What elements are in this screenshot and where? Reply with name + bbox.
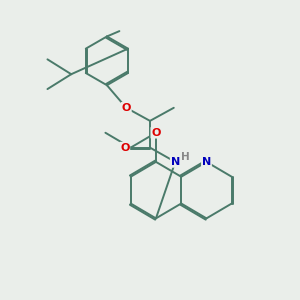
Text: O: O [122, 103, 131, 113]
Text: H: H [181, 152, 190, 161]
Text: O: O [151, 128, 160, 138]
Text: N: N [202, 157, 211, 167]
Text: N: N [171, 157, 180, 167]
Text: O: O [120, 142, 129, 153]
